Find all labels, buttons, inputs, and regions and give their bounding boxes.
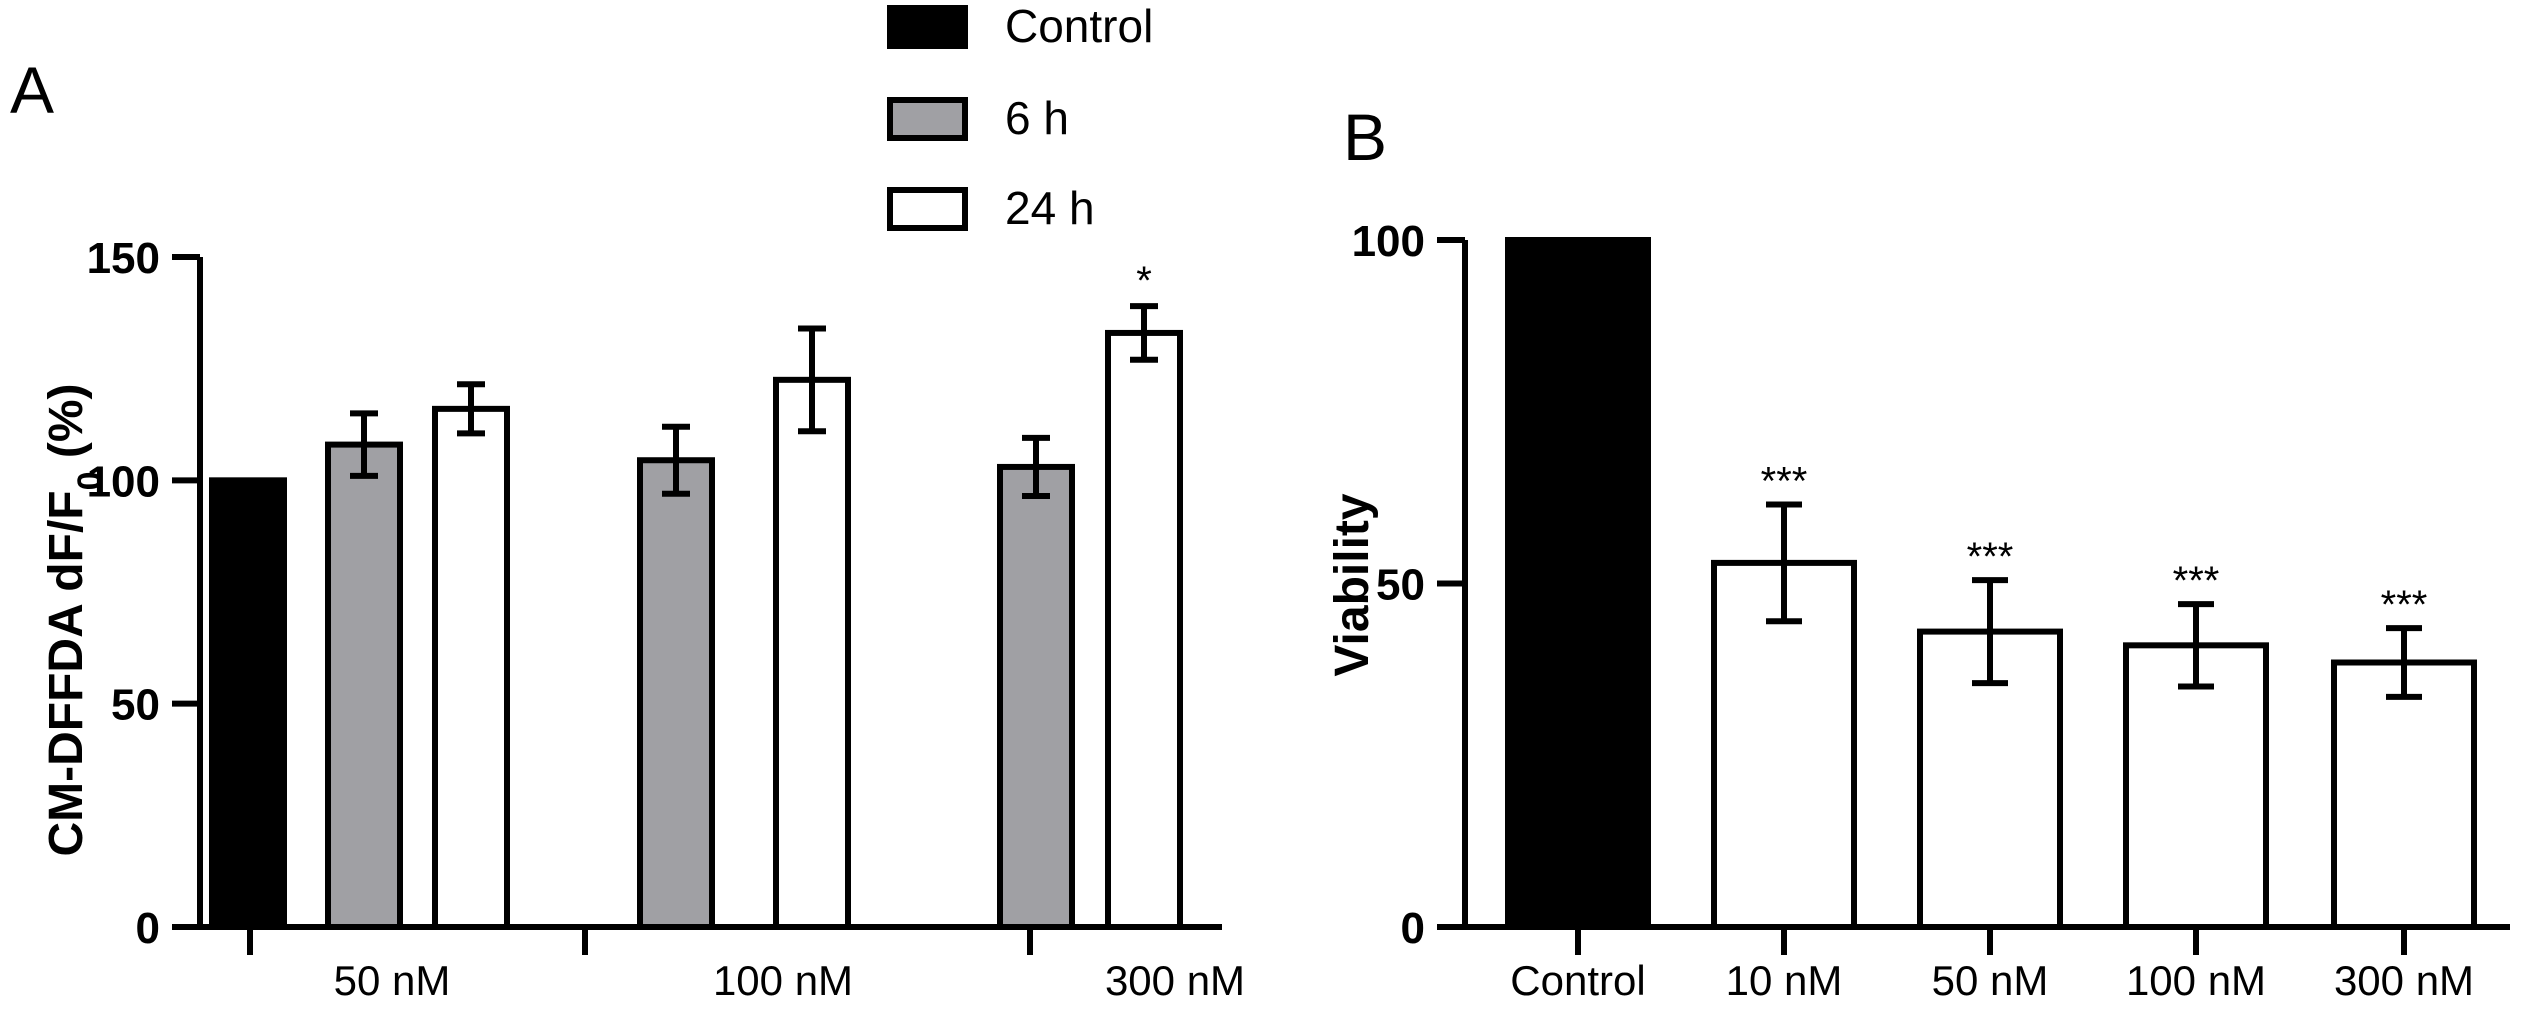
error-bar xyxy=(2386,625,2422,700)
y-tick-label-a: 50 xyxy=(111,681,160,730)
x-tick-label-a: 50 nM xyxy=(334,957,451,1004)
legend-label-control: Control xyxy=(1005,0,1153,52)
bar-24h xyxy=(773,376,851,931)
panel-a-label: A xyxy=(10,53,54,127)
x-tick-label-b: 50 nM xyxy=(1932,957,2049,1004)
x-tick-label-a: 300 nM xyxy=(1105,957,1245,1004)
error-bar xyxy=(350,410,378,479)
legend-swatch-24h xyxy=(887,187,968,231)
bar-24h xyxy=(1105,329,1183,930)
significance-label: *** xyxy=(1761,459,1808,503)
y-tick-label-a: 0 xyxy=(136,904,160,953)
error-bar xyxy=(798,325,826,435)
y-tick-label-b: 100 xyxy=(1352,217,1425,266)
y-tick-label-a: 150 xyxy=(87,234,160,283)
significance-label: *** xyxy=(2381,583,2428,627)
error-bar xyxy=(1972,577,2008,687)
error-bar xyxy=(2178,601,2214,690)
x-tick-label-b: 100 nM xyxy=(2126,957,2266,1004)
panel-b-label: B xyxy=(1343,100,1387,174)
y-tick-label-a: 100 xyxy=(87,457,160,506)
bar-24h xyxy=(432,405,510,931)
significance-label: *** xyxy=(2173,559,2220,603)
x-tick-label-a: 100 nM xyxy=(713,957,853,1004)
error-bar xyxy=(1130,303,1158,363)
chart-a: CM-DFFDA dF/F0 (%) 0 50 100 150 50 nM 100 nM… xyxy=(40,234,1245,1004)
error-bar xyxy=(1022,434,1050,499)
error-bar xyxy=(662,423,690,497)
y-tick-label-b: 0 xyxy=(1401,904,1425,953)
bar-6h xyxy=(637,457,715,930)
bar-300nm xyxy=(2331,659,2477,930)
y-axis-label-b: Viability xyxy=(1326,493,1379,676)
bar-6h xyxy=(325,441,403,930)
significance-label: * xyxy=(1136,259,1152,303)
significance-label: *** xyxy=(1967,535,2014,579)
legend-swatch-6h xyxy=(887,97,968,141)
legend-label-24h: 24 h xyxy=(1005,182,1095,234)
y-tick-label-b: 50 xyxy=(1376,561,1425,610)
bar-6h xyxy=(997,463,1075,930)
bar-control xyxy=(1505,237,1651,930)
x-tick-label-b: 300 nM xyxy=(2334,957,2474,1004)
error-bar xyxy=(1766,501,1802,625)
error-bar xyxy=(457,381,485,437)
y-axis-label-a: CM-DFFDA dF/F0 (%) xyxy=(40,383,109,856)
legend: Control 6 h 24 h xyxy=(887,0,1153,234)
bar-control xyxy=(209,477,287,930)
x-tick-label-b: 10 nM xyxy=(1726,957,1843,1004)
legend-label-6h: 6 h xyxy=(1005,92,1069,144)
chart-b: Viability 0 50 100 Control 10 nM 50 nM 100 nM… xyxy=(1326,217,2510,1004)
x-tick-label-b: Control xyxy=(1510,957,1645,1004)
legend-swatch-control xyxy=(887,5,968,49)
